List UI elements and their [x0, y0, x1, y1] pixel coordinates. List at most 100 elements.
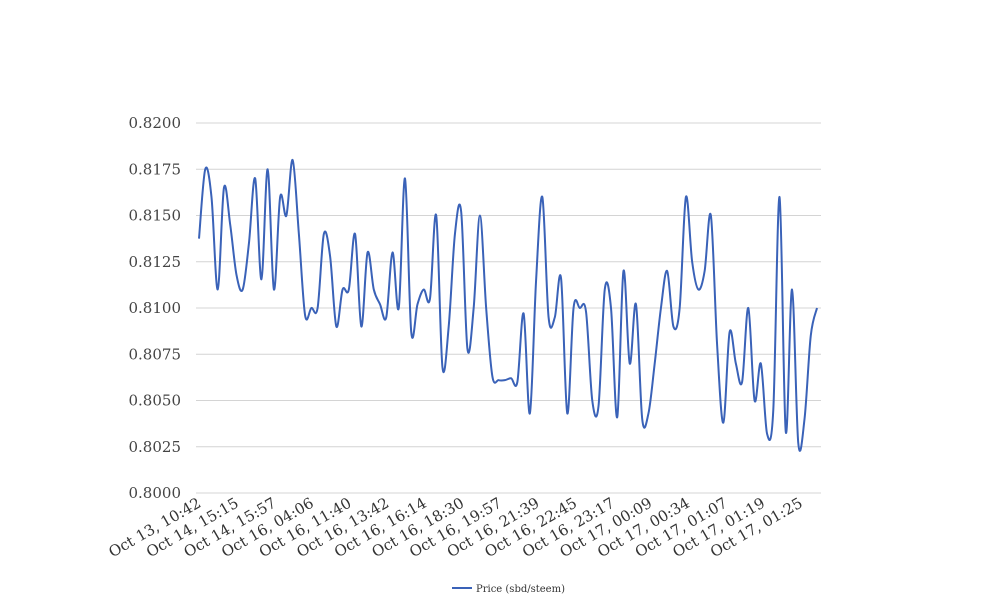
- data-point: [392, 252, 394, 254]
- data-point: [242, 289, 244, 291]
- data-point: [622, 270, 624, 272]
- data-point: [548, 316, 550, 318]
- data-point: [616, 416, 618, 418]
- data-point: [729, 331, 731, 333]
- y-tick-label: 0.8050: [129, 392, 182, 410]
- data-point: [747, 307, 749, 309]
- data-point: [292, 159, 294, 161]
- data-point: [722, 422, 724, 424]
- data-point: [735, 363, 737, 365]
- data-point: [691, 261, 693, 263]
- data-point: [235, 274, 237, 276]
- data-point: [217, 289, 219, 291]
- data-point: [535, 279, 537, 281]
- data-point: [523, 313, 525, 315]
- data-point: [660, 307, 662, 309]
- data-point: [554, 316, 556, 318]
- data-point: [516, 381, 518, 383]
- data-point: [404, 178, 406, 180]
- data-point: [491, 375, 493, 377]
- data-point: [466, 348, 468, 350]
- data-point: [354, 233, 356, 235]
- data-point: [367, 252, 369, 254]
- data-point: [460, 211, 462, 213]
- data-point: [591, 400, 593, 402]
- data-point: [279, 196, 281, 198]
- data-point: [716, 344, 718, 346]
- data-point: [679, 307, 681, 309]
- data-point: [541, 196, 543, 198]
- data-point: [785, 431, 787, 433]
- data-point: [598, 405, 600, 407]
- data-point: [697, 289, 699, 291]
- data-point: [760, 363, 762, 365]
- data-point: [529, 412, 531, 414]
- data-point: [342, 289, 344, 291]
- data-point: [704, 270, 706, 272]
- data-point: [510, 377, 512, 379]
- data-point: [423, 289, 425, 291]
- y-tick-label: 0.8075: [129, 345, 182, 363]
- data-point: [504, 379, 506, 381]
- legend-label: Price (sbd/steem): [476, 584, 565, 595]
- data-point: [685, 196, 687, 198]
- data-point: [816, 307, 818, 309]
- data-point: [641, 418, 643, 420]
- y-tick-label: 0.8025: [129, 438, 182, 456]
- data-point: [385, 316, 387, 318]
- y-tick-label: 0.8125: [129, 253, 182, 271]
- data-point: [248, 242, 250, 244]
- data-point: [435, 215, 437, 217]
- data-point: [373, 289, 375, 291]
- data-point: [566, 412, 568, 414]
- series-layer: [198, 158, 818, 452]
- data-point: [379, 303, 381, 305]
- data-point: [254, 178, 256, 180]
- data-point: [335, 326, 337, 328]
- data-point: [273, 289, 275, 291]
- data-point: [666, 270, 668, 272]
- data-point: [210, 196, 212, 198]
- data-point: [579, 307, 581, 309]
- data-point: [604, 289, 606, 291]
- data-point: [285, 215, 287, 217]
- data-point: [629, 363, 631, 365]
- y-tick-label: 0.8000: [129, 484, 182, 502]
- data-point: [560, 277, 562, 279]
- data-point: [654, 363, 656, 365]
- data-point: [766, 433, 768, 435]
- y-axis-ticks: 0.8000 0.8025 0.8050 0.8075 0.8100 0.8125 0.81…: [129, 114, 182, 502]
- data-point: [741, 381, 743, 383]
- data-point: [348, 289, 350, 291]
- data-point: [398, 307, 400, 309]
- data-point: [198, 238, 200, 240]
- data-point: [229, 224, 231, 226]
- data-point: [448, 326, 450, 328]
- data-point: [298, 233, 300, 235]
- data-point: [323, 233, 325, 235]
- data-point: [267, 168, 269, 170]
- data-point: [791, 289, 793, 291]
- legend: Price (sbd/steem): [452, 584, 565, 595]
- data-point: [260, 278, 262, 280]
- data-point: [772, 409, 774, 411]
- data-point: [810, 335, 812, 337]
- data-point: [317, 307, 319, 309]
- data-point: [454, 233, 456, 235]
- data-point: [310, 307, 312, 309]
- data-point: [754, 400, 756, 402]
- data-point: [779, 196, 781, 198]
- data-point: [573, 307, 575, 309]
- y-tick-label: 0.8200: [129, 114, 182, 132]
- data-point: [429, 298, 431, 300]
- data-point: [479, 215, 481, 217]
- data-point: [304, 314, 306, 316]
- series-line-price: [198, 158, 818, 452]
- data-point: [797, 442, 799, 444]
- data-point: [585, 311, 587, 313]
- data-point: [610, 307, 612, 309]
- data-point: [441, 366, 443, 368]
